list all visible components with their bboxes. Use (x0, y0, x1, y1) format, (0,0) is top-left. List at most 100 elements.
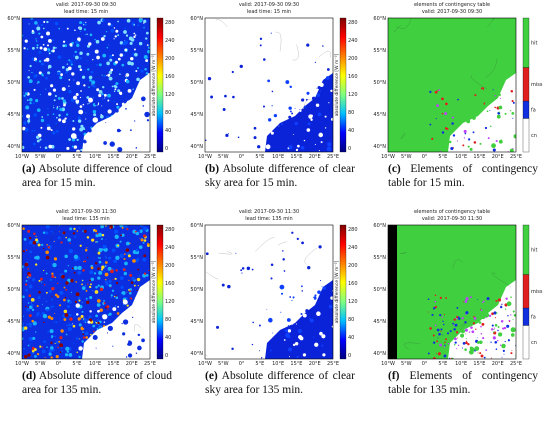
map-speck (501, 303, 503, 305)
map-speck (138, 275, 140, 277)
map-speck (85, 300, 90, 305)
map-speck (456, 315, 459, 319)
map-speck (136, 277, 141, 282)
map-speck (99, 287, 104, 291)
map-speck (147, 62, 149, 64)
map-speck (298, 335, 303, 340)
map-speck (62, 231, 66, 235)
map-speck (457, 316, 460, 318)
map-speck (105, 74, 107, 77)
map-speck (75, 40, 79, 45)
map-speck (27, 76, 31, 79)
map-speck (94, 262, 98, 265)
map-speck (67, 278, 71, 283)
map-speck (291, 231, 294, 234)
map-speck (139, 323, 141, 325)
map-speck (43, 298, 45, 300)
map-speck (480, 309, 483, 312)
lon-tick-label: 15°E (107, 154, 119, 160)
map-speck (24, 128, 29, 132)
map-speck (109, 58, 113, 62)
map-speck (22, 295, 25, 299)
map-speck (42, 43, 45, 46)
map-speck (58, 231, 60, 233)
map-speck (92, 117, 99, 123)
coastline (93, 72, 115, 79)
map-speck (39, 345, 42, 348)
map-speck (115, 109, 119, 113)
map-speck (49, 19, 51, 21)
map-speck (146, 119, 150, 122)
map-speck (115, 269, 118, 272)
colorbar-tick-label: 80 (165, 110, 171, 116)
map-speck (436, 340, 439, 343)
map-speck (29, 240, 34, 245)
coastline (205, 271, 219, 280)
map-speck (122, 104, 124, 107)
map-speck (125, 77, 128, 79)
map-speck (96, 327, 99, 330)
map-speck (306, 306, 309, 309)
map-speck (284, 329, 288, 333)
map-speck (35, 235, 37, 237)
map-speck (485, 349, 488, 351)
map-speck (48, 52, 51, 55)
map-speck (79, 21, 83, 25)
map (388, 225, 516, 359)
map-speck (511, 350, 513, 352)
map-speck (82, 230, 84, 232)
map-speck (95, 39, 100, 44)
map-speck (459, 113, 464, 118)
map-speck (110, 269, 114, 274)
map-speck (125, 241, 130, 246)
map-speck (103, 34, 106, 38)
map-speck (143, 254, 147, 258)
map-speck (112, 307, 117, 312)
map-speck (292, 296, 295, 299)
map-speck (59, 317, 61, 320)
lat-tick-label: 40°N (190, 144, 203, 150)
map-speck (499, 98, 501, 100)
map-speck (114, 305, 117, 307)
map-frame (21, 224, 151, 360)
map-speck (456, 317, 458, 320)
map-speck (309, 318, 314, 323)
map-speck (446, 332, 450, 335)
map-speck (107, 256, 112, 260)
map-speck (135, 352, 138, 354)
map-speck (35, 238, 38, 242)
map-speck (97, 20, 101, 25)
map-speck (225, 133, 229, 137)
map-speck (478, 321, 482, 324)
map-speck (94, 290, 99, 294)
map-speck (456, 119, 462, 125)
map-speck (473, 315, 475, 318)
colorbar-label: miss (531, 82, 543, 88)
map-speck (114, 88, 117, 91)
colorbar-label: cn (531, 340, 537, 346)
colorbar-segment (522, 67, 530, 102)
map-speck (77, 243, 78, 245)
map-speck (40, 281, 43, 283)
map-speck (117, 305, 119, 308)
map-speck (58, 340, 61, 343)
map-speck (319, 82, 324, 87)
map-speck (33, 113, 37, 117)
map-speck (464, 88, 469, 92)
map-speck (93, 272, 97, 275)
map-speck (104, 278, 107, 281)
map-speck (100, 37, 105, 41)
colorbar-axis-label: absolute difference [W m⁻²] (334, 260, 340, 323)
map-speck (453, 328, 456, 331)
map-speck (504, 308, 507, 310)
map-speck (319, 330, 322, 333)
map-speck (78, 92, 81, 95)
map-speck (314, 118, 317, 121)
map-speck (74, 29, 76, 32)
colorbar (339, 224, 347, 360)
lon-tick-label: 5°E (255, 361, 264, 367)
map-speck (114, 277, 117, 280)
map-speck (81, 310, 84, 313)
map-speck (107, 22, 111, 26)
